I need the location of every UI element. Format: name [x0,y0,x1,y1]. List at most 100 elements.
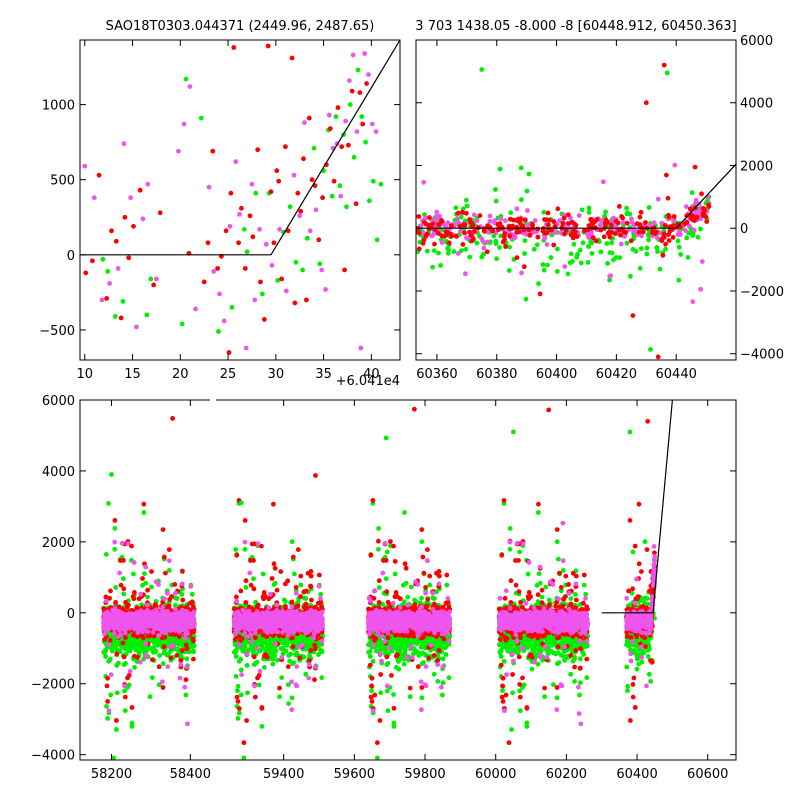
panel2-point-red [687,206,693,212]
panel3-point-red [187,600,193,606]
panel3-point-red [118,558,123,563]
panel1-point-red [320,195,325,201]
panel2-point-red [643,100,649,106]
panel2-point-green [479,254,485,260]
panel2-point-magenta [525,208,530,213]
panel1-point-red [309,177,315,183]
panel3-point-green [244,640,250,645]
panel3-point-magenta [143,564,149,570]
panel2-point-green [534,242,540,248]
panel3-point-magenta [149,615,155,620]
panel2-point-green [568,251,574,257]
panel3-point-red [290,644,296,650]
panel2-point-magenta [492,218,497,224]
panel3-point-red [160,685,166,690]
panel2-point-red [643,220,648,225]
panel2-point-red [638,209,644,215]
panel3-point-magenta [122,630,128,636]
panel2-point-green [604,241,610,247]
panel3-point-magenta [111,609,117,615]
panel3-point-magenta [127,668,133,674]
panel2-point-green [637,265,643,271]
panel2-point-red [699,191,704,197]
panel3-point-green [122,688,127,694]
panel2-point-red [460,209,465,215]
panel2-point-magenta [512,233,517,239]
panel2-point-red [661,62,667,68]
panel3-point-red [122,694,128,700]
panel2-point-green [458,214,464,220]
panel2-point-red [517,229,522,235]
panel2-point-red [671,214,677,219]
panel1-point-green [355,67,361,73]
panel2-point-red [432,241,437,247]
panel3-point-magenta [104,619,109,625]
panel1-point-red [295,190,301,196]
panel2-point-red [522,217,528,223]
panel2-point-red [455,210,461,216]
panel1-point-magenta [366,72,371,77]
panel3-point-red [169,594,175,599]
panel1-point-red [236,240,242,246]
panel3-point-green [233,654,239,659]
panel1-point-green [198,115,204,121]
panel2-point-red [420,240,426,246]
panel1-point-green [241,226,247,232]
panel3-point-magenta [191,615,197,621]
panel3-point-green [145,594,151,600]
panel3-point-green [259,724,265,729]
panel1-point-red [262,317,267,322]
panel3-point-red [123,635,128,641]
panel3-point-green [151,645,157,651]
panel3-point-red [307,658,312,663]
panel2-point-red [468,219,474,225]
panel2-point-green [545,262,550,268]
panel2-point-green [609,240,614,246]
panel2-point-magenta [672,162,678,168]
panel2-point-green [627,211,633,217]
panel1-point-green [260,291,265,297]
panel3-point-red [166,603,172,609]
panel1-point-magenta [358,345,364,351]
panel3-point-red [309,597,314,603]
panel3-point-magenta [178,662,184,667]
panel3-point-green [149,584,154,590]
panel2-point-green [438,263,443,268]
panel1-point-red [276,178,282,184]
panel2-point-green [605,261,610,266]
panel1-model-line [80,40,400,256]
panel2-point-red [460,242,466,247]
panel2-point-green [474,240,480,246]
panel3-point-green [105,716,110,721]
panel1-point-red [301,156,306,162]
panel1-y-tick-label: 1000 [42,99,75,114]
panel3-point-magenta [164,590,170,596]
panel2-point-red [630,313,636,318]
panel3-point-magenta [171,642,176,648]
panel3-point-magenta [139,624,145,630]
panel2-point-green [644,245,650,251]
panel2-point-green [646,237,652,243]
panel2-point-red [514,224,520,230]
panel3-point-green [191,649,197,655]
panel2-point-red [694,215,700,221]
panel3-point-green [166,568,172,573]
panel2-point-green [655,249,660,254]
panel3-point-red [108,588,113,594]
panel2-point-green [497,166,503,172]
panel2-point-red [507,233,513,239]
panel1-x-offset-label: +6.041e4 [336,374,400,389]
panel3-point-magenta [158,620,164,626]
panel2-point-red [416,230,421,236]
panel2-point-red [565,212,571,218]
panel2-point-green [498,233,504,239]
panel2-point-red [449,223,454,229]
panel1-point-magenta [176,148,181,154]
panel1-point-magenta [252,297,258,303]
panel3-point-green [278,646,284,651]
panel1-point-green [100,256,106,262]
panel3-point-green [121,591,127,597]
panel3-point-green [108,692,114,698]
panel2-point-red [500,239,506,245]
panel3-point-red [114,651,120,657]
